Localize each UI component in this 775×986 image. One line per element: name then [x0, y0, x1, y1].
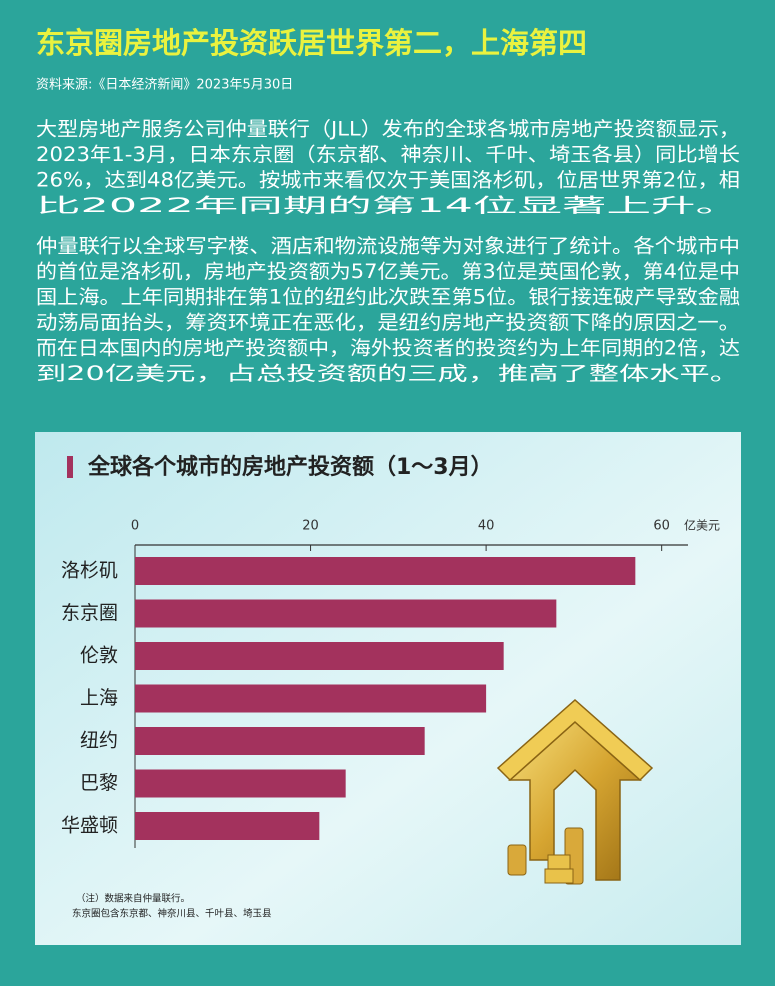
bar — [135, 557, 636, 585]
paragraph-line: 国上海。上年同期排在第1位的纽约此次跌至第5位。银行接连破产导致金融 — [36, 286, 740, 309]
y-tick-label: 华盛顿 — [61, 815, 118, 837]
x-tick-label: 60 — [653, 519, 670, 534]
bar — [135, 727, 425, 755]
paragraph-line: 而在日本国内的房地产投资额中，海外投资者的投资约为上年同期的2倍，达 — [36, 337, 740, 360]
paragraph-line: 的首位是洛杉矶，房地产投资额为57亿美元。第3位是英国伦敦，第4位是中 — [36, 260, 740, 283]
source: 资料来源:《日本经济新闻》2023年5月30日 — [36, 77, 293, 93]
title-marker — [67, 456, 73, 478]
note: 东京圈包含东京都、神奈川县、千叶县、埼玉县 — [72, 908, 272, 920]
y-tick-label: 上海 — [80, 687, 118, 709]
x-tick-label: 0 — [131, 519, 139, 534]
x-tick-label: 40 — [478, 519, 495, 534]
axis-unit: 亿美元 — [684, 518, 720, 533]
chart-title: 全球各个城市的房地产投资额（1～3月） — [87, 454, 493, 480]
paragraph-line: 大型房地产服务公司仲量联行（JLL）发布的全球各城市房地产投资额显示， — [36, 118, 740, 141]
paragraph-line: 动荡局面抬头，筹资环境正在恶化，是纽约房地产投资额下降的原因之一。 — [36, 311, 740, 334]
page-title: 东京圈房地产投资跃居世界第二，上海第四 — [36, 26, 587, 60]
x-tick-label: 20 — [302, 519, 319, 534]
paragraph-line: 26%，达到48亿美元。按城市来看仅次于美国洛杉矶，位居世界第2位，相 — [36, 169, 740, 192]
paragraph-line: 2023年1-3月，日本东京圈（东京都、神奈川、千叶、埼玉各县）同比增长 — [36, 143, 740, 166]
bar — [135, 769, 346, 798]
y-tick-label: 东京圈 — [61, 602, 118, 624]
body-text: 大型房地产服务公司仲量联行（JLL）发布的全球各城市房地产投资额显示，2023年… — [36, 118, 740, 386]
paragraph-line: 仲量联行以全球写字楼、酒店和物流设施等为对象进行了统计。各个城市中 — [36, 235, 740, 258]
y-tick-label: 巴黎 — [80, 772, 118, 794]
y-tick-label: 洛杉矶 — [61, 560, 118, 582]
y-tick-label: 纽约 — [80, 730, 118, 752]
y-tick-label: 伦敦 — [80, 645, 118, 667]
bar — [135, 684, 487, 713]
bar — [135, 599, 557, 628]
house-illustration — [496, 698, 654, 885]
bar — [135, 642, 504, 670]
note: （注）数据来自仲量联行。 — [76, 893, 190, 905]
paragraph-line: 比2022年同期的第14位显著上升。 — [36, 194, 740, 217]
paragraph-line: 到20亿美元，占总投资额的三成，推高了整体水平。 — [36, 362, 740, 385]
bar — [135, 812, 320, 840]
